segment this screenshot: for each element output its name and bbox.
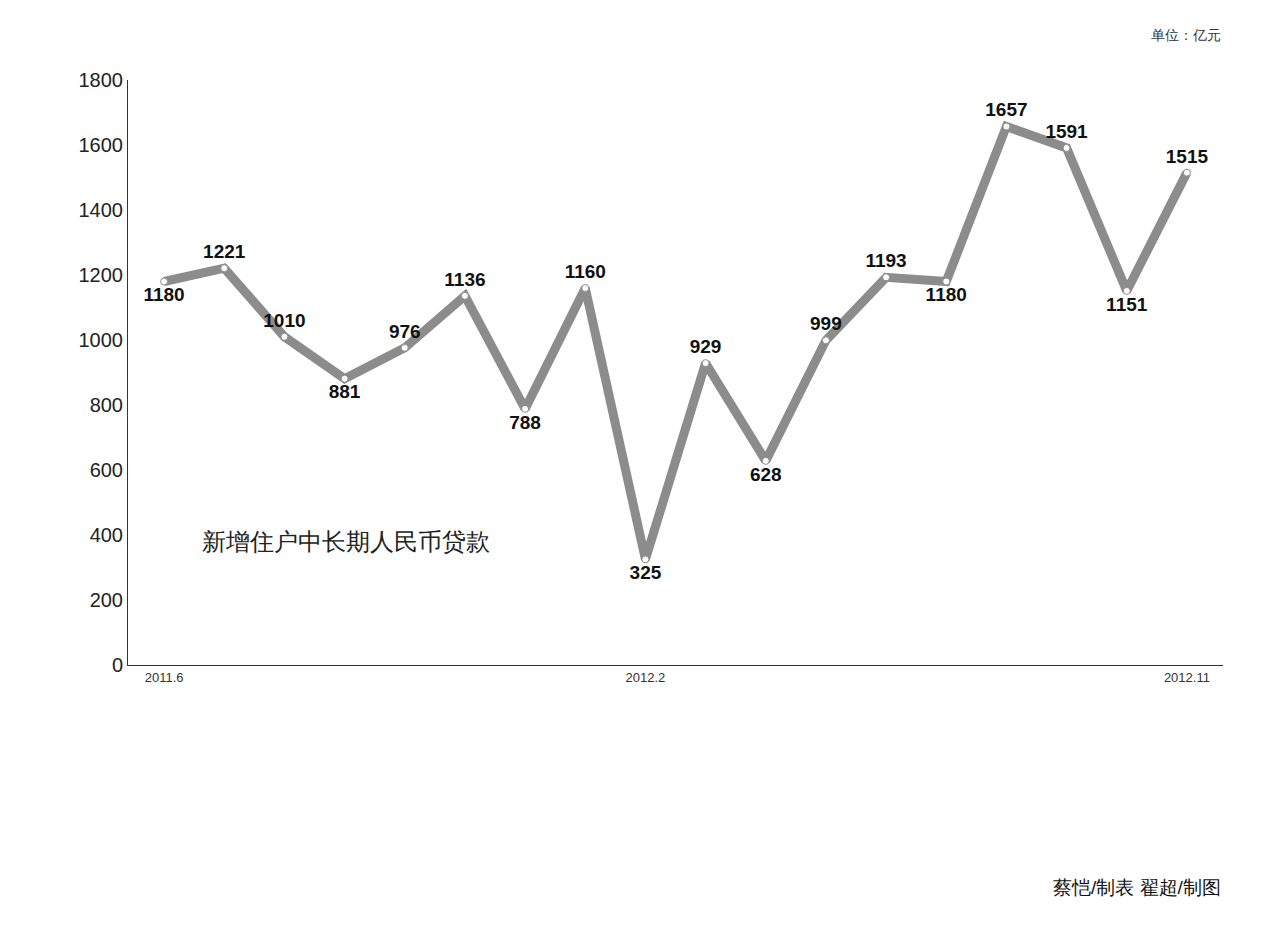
svg-text:1136: 1136 [444, 269, 485, 290]
svg-text:200: 200 [90, 589, 123, 611]
svg-text:600: 600 [90, 459, 123, 481]
svg-text:325: 325 [630, 562, 662, 583]
svg-text:1221: 1221 [203, 241, 246, 262]
svg-text:单位：亿元: 单位：亿元 [1151, 27, 1221, 43]
svg-text:628: 628 [750, 464, 782, 485]
svg-text:1657: 1657 [985, 99, 1027, 120]
svg-text:1400: 1400 [79, 199, 124, 221]
svg-text:2012.2: 2012.2 [626, 670, 666, 685]
svg-text:929: 929 [690, 336, 722, 357]
svg-text:1000: 1000 [79, 329, 124, 351]
svg-text:788: 788 [509, 412, 541, 433]
svg-text:800: 800 [90, 394, 123, 416]
svg-text:0: 0 [112, 654, 123, 676]
svg-text:999: 999 [810, 313, 842, 334]
svg-text:1151: 1151 [1106, 294, 1148, 315]
svg-text:1600: 1600 [79, 134, 124, 156]
svg-text:400: 400 [90, 524, 123, 546]
svg-text:蔡恺/制表 翟超/制图: 蔡恺/制表 翟超/制图 [1053, 877, 1221, 898]
svg-text:1180: 1180 [143, 284, 184, 305]
svg-text:2011.6: 2011.6 [145, 670, 184, 685]
svg-text:2012.11: 2012.11 [1164, 670, 1210, 685]
svg-text:1193: 1193 [865, 250, 906, 271]
svg-text:1200: 1200 [79, 264, 124, 286]
svg-text:1515: 1515 [1166, 146, 1209, 167]
svg-text:1180: 1180 [926, 284, 967, 305]
svg-text:1010: 1010 [263, 310, 305, 331]
svg-text:976: 976 [389, 321, 421, 342]
svg-text:881: 881 [329, 381, 361, 402]
svg-text:1591: 1591 [1045, 121, 1088, 142]
svg-text:1800: 1800 [79, 69, 124, 91]
svg-text:新增住户中长期人民币贷款: 新增住户中长期人民币贷款 [202, 528, 490, 555]
svg-text:1160: 1160 [565, 261, 606, 282]
